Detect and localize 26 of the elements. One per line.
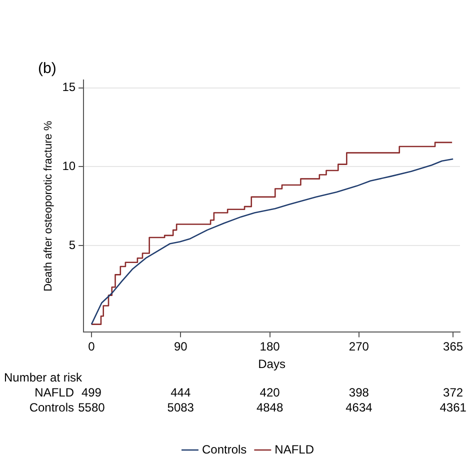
legend-label: NAFLD (274, 442, 314, 456)
text: 444 (170, 386, 191, 400)
y-tick-label: 5 (68, 238, 76, 252)
legend-label: Controls (202, 442, 247, 456)
x-tick-label: 90 (174, 340, 188, 354)
text: 4848 (256, 400, 284, 415)
text: Number at risk (4, 370, 84, 385)
x-axis-title: Days (258, 357, 286, 372)
text: 4361 (440, 400, 467, 415)
x-tick-label: 270 (348, 340, 370, 354)
x-tick-label: 180 (260, 340, 280, 354)
text: 499 (81, 386, 102, 400)
y-axis-title: Death after osteoporotic fracture % (42, 120, 55, 292)
text: 398 (348, 386, 370, 400)
text: 5580 (78, 400, 106, 415)
x-tick-label: 365 (443, 340, 464, 354)
y-tick-label: 15 (62, 80, 76, 94)
text: 4634 (346, 400, 373, 415)
text: NAFLD (34, 386, 74, 400)
text: 420 (260, 386, 280, 400)
text: 372 (443, 386, 464, 400)
x-tick-label: 0 (88, 340, 96, 354)
text: Controls (29, 400, 74, 415)
y-tick-label: 10 (62, 159, 76, 174)
text: 5083 (167, 400, 194, 415)
chart-title: (b) (38, 60, 56, 78)
